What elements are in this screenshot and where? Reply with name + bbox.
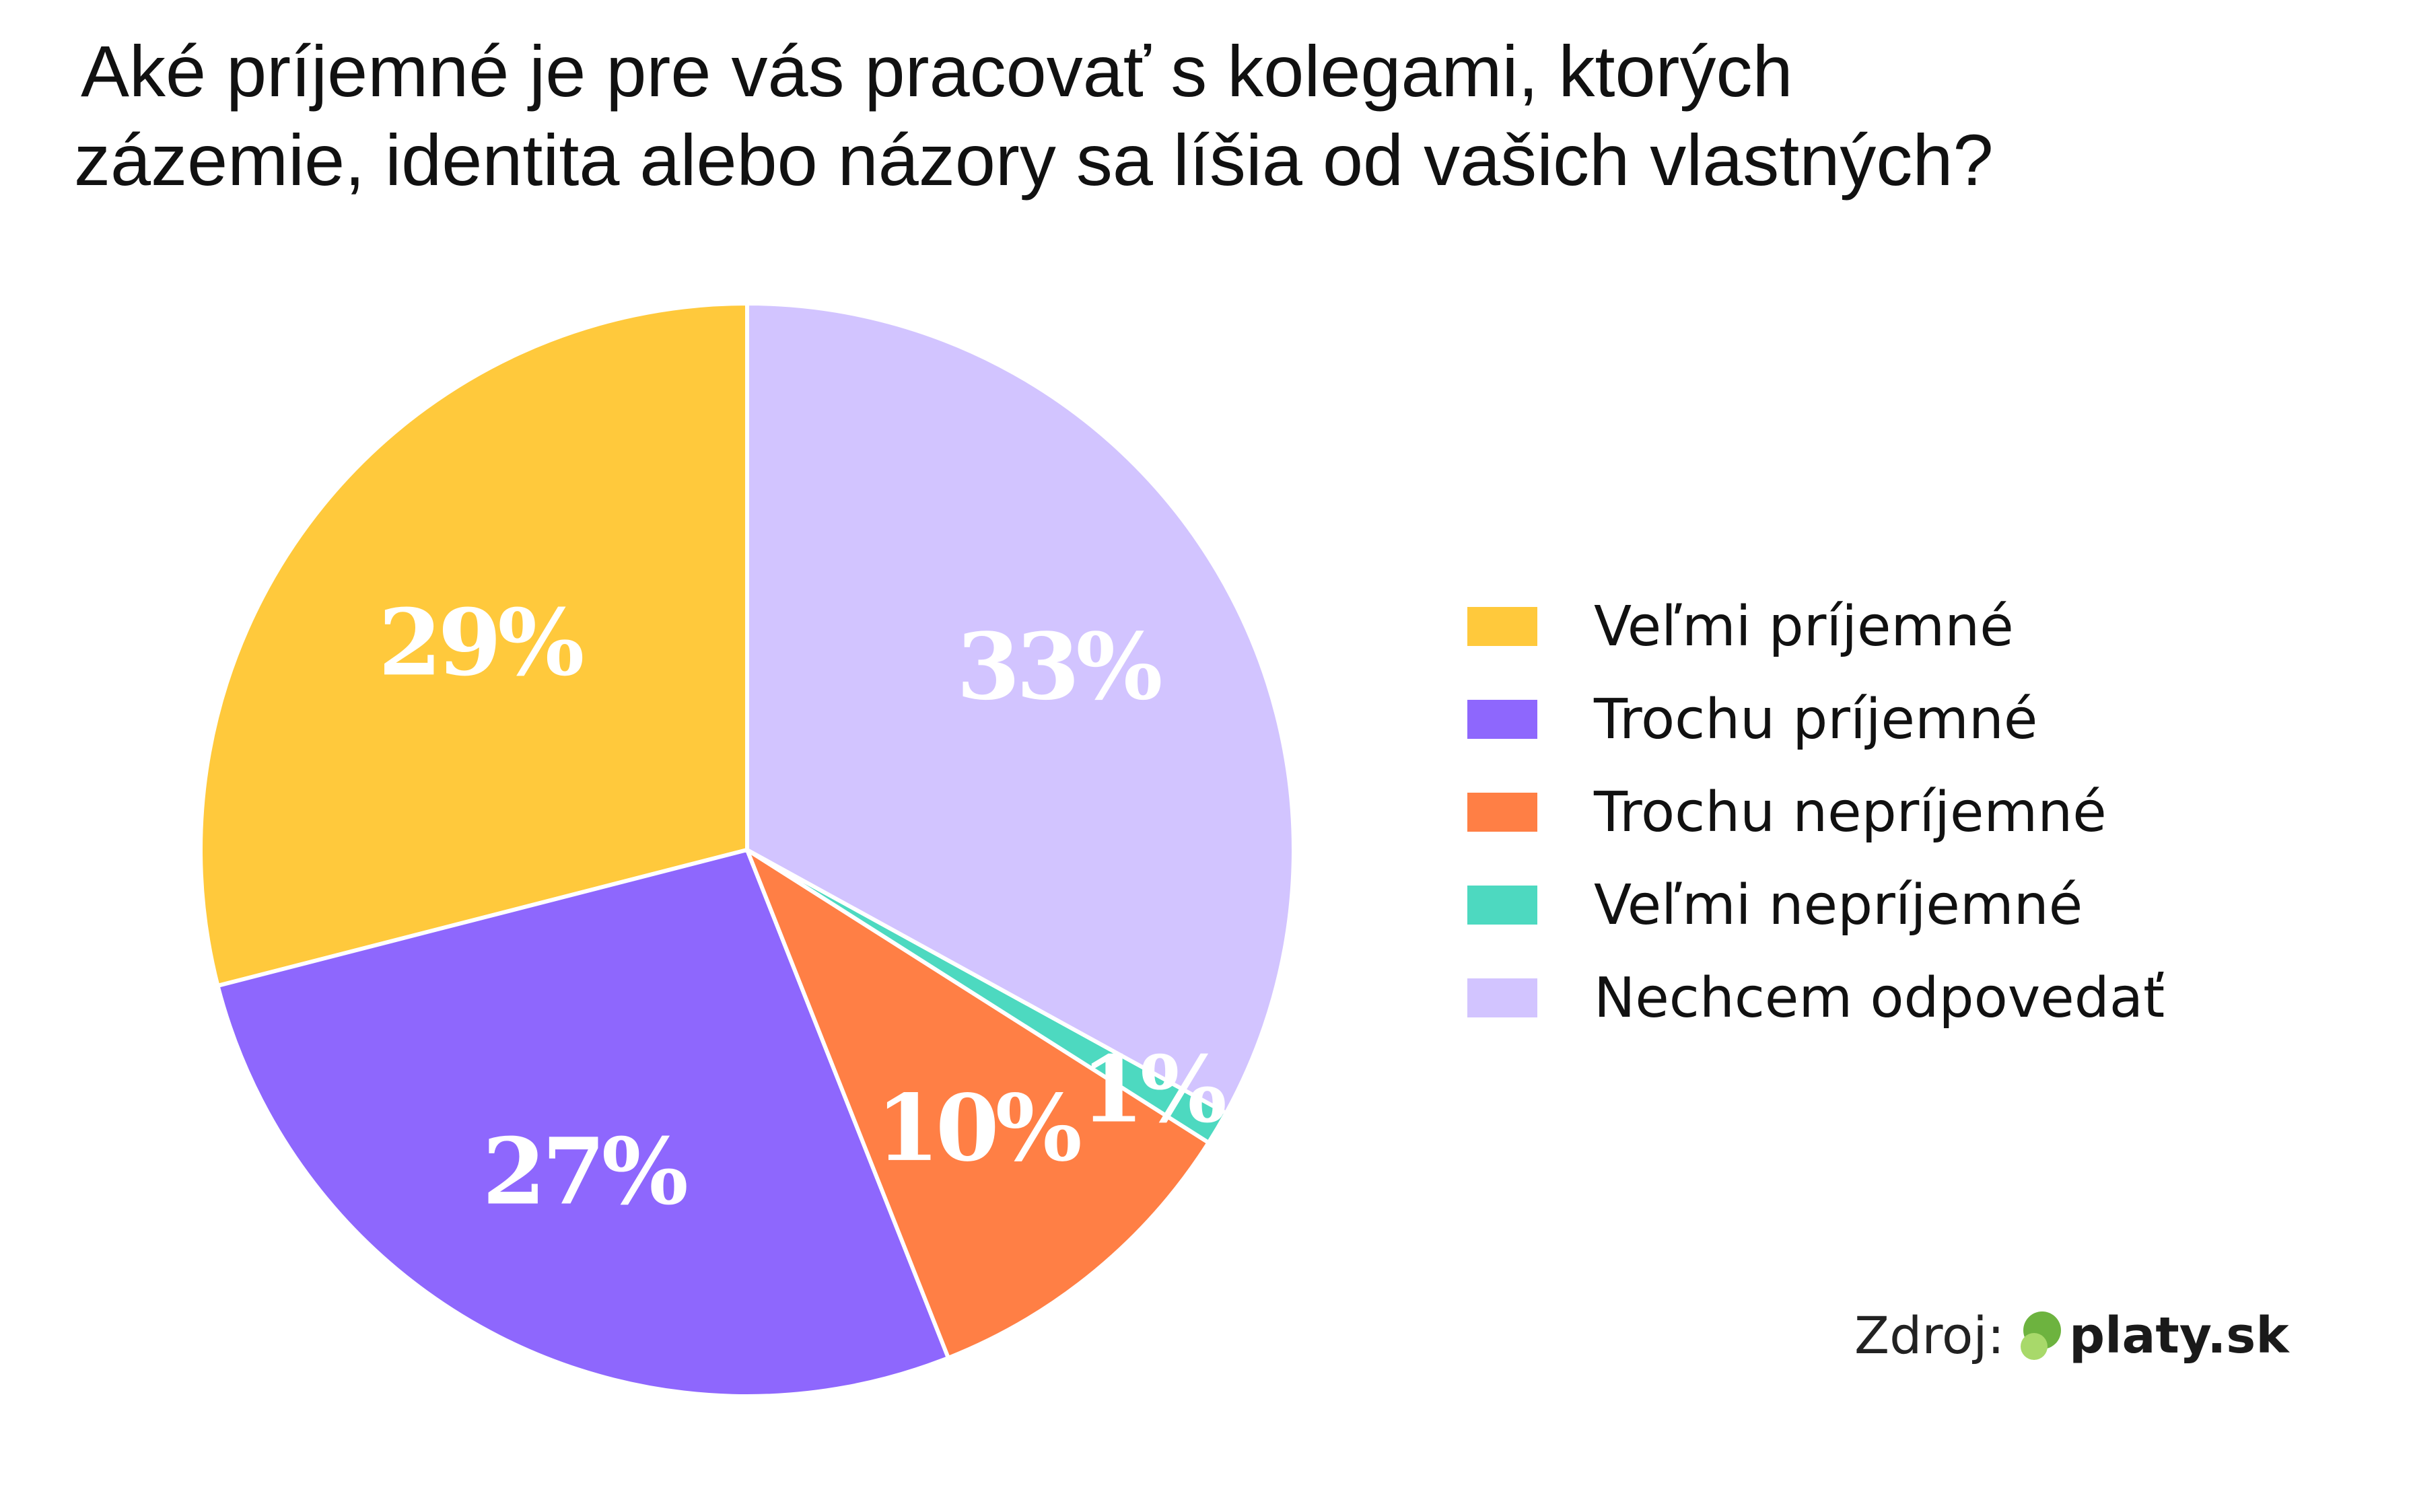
green-circles-logo-icon <box>2021 1311 2062 1360</box>
platy-logo: platy.sk <box>2017 1306 2289 1365</box>
slice-value-label-3: 10% <box>876 1075 1080 1182</box>
legend-swatch-4 <box>1467 886 1537 925</box>
legend-swatch-5 <box>1467 978 1537 1017</box>
pie-slice-1 <box>199 301 749 988</box>
legend-item-4: Veľmi nepríjemné <box>1467 859 2165 951</box>
platy-logo-text: platy.sk <box>2069 1306 2289 1365</box>
legend-label-1: Veľmi príjemné <box>1594 594 2014 659</box>
legend-label-5: Nechcem odpovedať <box>1594 966 2165 1030</box>
chart-title-line-1: Aké príjemné je pre vás pracovať s koleg… <box>81 30 1793 112</box>
slice-value-label-1: 29% <box>378 589 582 696</box>
chart-title-line-2: zázemie, identita alebo názory sa líšia … <box>74 119 1994 201</box>
slice-value-label-4: 1% <box>1080 1036 1225 1144</box>
legend-item-5: Nechcem odpovedať <box>1467 951 2165 1044</box>
slice-value-label-5: 33% <box>956 613 1160 721</box>
legend: Veľmi príjemné Trochu príjemné Trochu nepr… <box>1467 580 2165 1044</box>
slice-value-label-2: 27% <box>482 1118 686 1226</box>
chart-title: Aké príjemné je pre vás pracovať s koleg… <box>74 27 2369 205</box>
pie-slices <box>199 301 1296 1398</box>
pie-slice-labels: 29% 27% 10% 1% 33% <box>378 589 1229 1226</box>
legend-swatch-2 <box>1467 700 1537 739</box>
pie-slice-5 <box>745 301 1296 1116</box>
legend-swatch-1 <box>1467 607 1537 646</box>
legend-label-3: Trochu nepríjemné <box>1594 780 2107 844</box>
legend-swatch-3 <box>1467 793 1537 832</box>
legend-item-3: Trochu nepríjemné <box>1467 766 2165 859</box>
legend-item-1: Veľmi príjemné <box>1467 580 2165 673</box>
pie-slice-2 <box>215 848 950 1398</box>
pie-slice-3 <box>745 848 1211 1360</box>
legend-item-2: Trochu príjemné <box>1467 673 2165 766</box>
legend-label-2: Trochu príjemné <box>1594 687 2038 752</box>
legend-label-4: Veľmi nepríjemné <box>1594 873 2083 937</box>
source-credit: Zdroj: platy.sk <box>1854 1305 2289 1365</box>
source-label: Zdroj: <box>1854 1305 2005 1365</box>
